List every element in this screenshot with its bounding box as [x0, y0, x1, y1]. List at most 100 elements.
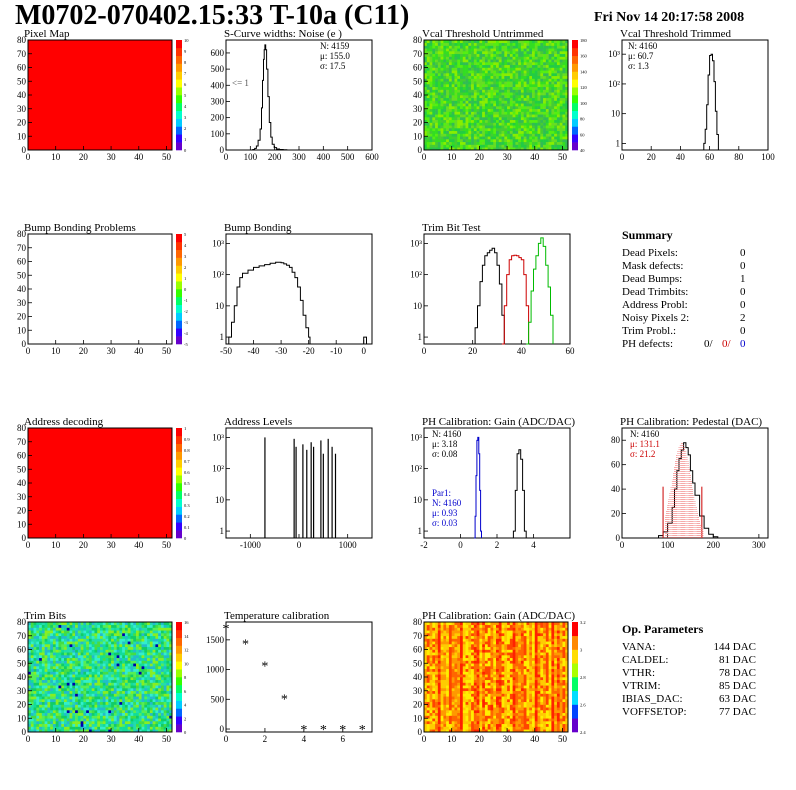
y-tick-label: 20 [413, 700, 423, 710]
op-param-label: IBIAS_DAC: [622, 693, 683, 705]
z-tick-label: 0.9 [184, 437, 190, 442]
x-tick-label: 40 [134, 152, 144, 162]
y-tick-label: 20 [17, 312, 27, 322]
marker-point: * [359, 723, 366, 738]
x-tick-label: 80 [734, 152, 744, 162]
y-tick-label: 10 [413, 713, 423, 723]
y-tick-label: 10 [17, 713, 27, 723]
axes-frame [226, 40, 372, 150]
z-tick-label: 4 [184, 104, 187, 109]
x-tick-label: 60 [705, 152, 715, 162]
y-tick-label: 80 [17, 617, 27, 627]
summary-value: 0 [740, 286, 746, 298]
y-tick-label: 70 [17, 49, 27, 59]
y-tick-label: 10² [212, 464, 224, 474]
z-tick-label: 10 [184, 38, 189, 43]
z-tick-label: 7 [184, 71, 187, 76]
stats-line: μ: 155.0 [320, 51, 350, 61]
z-tick-label: 0.6 [184, 470, 190, 475]
y-tick-label: 0 [220, 724, 225, 734]
x-tick-label: -10 [330, 346, 342, 356]
y-tick-label: 1 [220, 332, 225, 342]
op-param-value: 85 DAC [719, 680, 756, 692]
z-tick-label: 1 [184, 276, 186, 281]
z-tick-label: 140 [580, 69, 588, 74]
x-tick-label: 30 [107, 152, 117, 162]
y-tick-label: 400 [211, 80, 225, 90]
z-tick-label: 0.2 [184, 514, 190, 519]
y-tick-label: 1 [220, 526, 225, 536]
x-tick-label: 20 [475, 734, 485, 744]
z-tick-label: 0 [184, 148, 187, 153]
x-tick-label: 10 [51, 152, 61, 162]
y-tick-label: 50 [17, 76, 27, 86]
y-tick-label: 0 [220, 145, 225, 155]
op-param-label: CALDEL: [622, 654, 668, 666]
summary-value: 0 [740, 299, 746, 311]
y-tick-label: 80 [413, 35, 423, 45]
summary-value: 0 [740, 325, 746, 337]
op-param-value: 144 DAC [714, 641, 756, 653]
summary-value: 1 [740, 273, 746, 285]
x-tick-label: 1000 [339, 540, 358, 550]
marker-point: * [300, 723, 307, 738]
y-tick-label: 10³ [212, 238, 224, 248]
x-tick-label: 30 [107, 540, 117, 550]
y-tick-label: 1000 [206, 665, 225, 675]
x-tick-label: 40 [530, 152, 540, 162]
map-fill [28, 428, 172, 538]
z-tick-label: -2 [184, 309, 188, 314]
op-param-value: 78 DAC [719, 667, 756, 679]
y-tick-label: 0 [22, 727, 27, 737]
summary-row: Dead Bumps: 1 [622, 273, 752, 286]
y-tick-label: 40 [17, 284, 27, 294]
x-tick-label: 10 [51, 540, 61, 550]
y-tick-label: 50 [17, 658, 27, 668]
summary-label: Dead Bumps: [622, 273, 682, 285]
summary-row: Dead Trimbits:0 [622, 286, 752, 299]
series-2 [526, 238, 553, 344]
summary-value: 0 [740, 260, 746, 272]
op-param-row: IBIAS_DAC:63 DAC [622, 693, 756, 706]
summary-value: 2 [740, 312, 746, 324]
x-tick-label: 50 [162, 152, 172, 162]
x-tick-label: 100 [761, 152, 775, 162]
stats-line: N: 4160 [432, 429, 462, 439]
x-tick-label: 100 [661, 540, 675, 550]
y-tick-label: 500 [211, 64, 225, 74]
z-tick-label: -5 [184, 342, 188, 347]
y-tick-label: 10 [17, 325, 27, 335]
x-tick-label: 30 [107, 734, 117, 744]
z-tick-label: 14 [184, 634, 189, 639]
y-tick-label: 80 [17, 229, 27, 239]
summary-title: Summary [622, 228, 752, 243]
z-tick-label: 0.5 [184, 481, 190, 486]
z-tick-label: 9 [184, 49, 187, 54]
y-tick-label: 10 [413, 301, 423, 311]
y-tick-label: 80 [17, 423, 27, 433]
y-tick-label: 70 [17, 243, 27, 253]
z-tick-label: 0 [184, 730, 187, 735]
z-tick-label: 3.2 [580, 620, 586, 625]
x-tick-label: 0 [422, 734, 427, 744]
stats-line: N: 4160 [432, 498, 462, 508]
summary-row: Trim Probl.:0 [622, 325, 752, 338]
op-param-value: 81 DAC [719, 654, 756, 666]
plot-area [226, 234, 372, 344]
